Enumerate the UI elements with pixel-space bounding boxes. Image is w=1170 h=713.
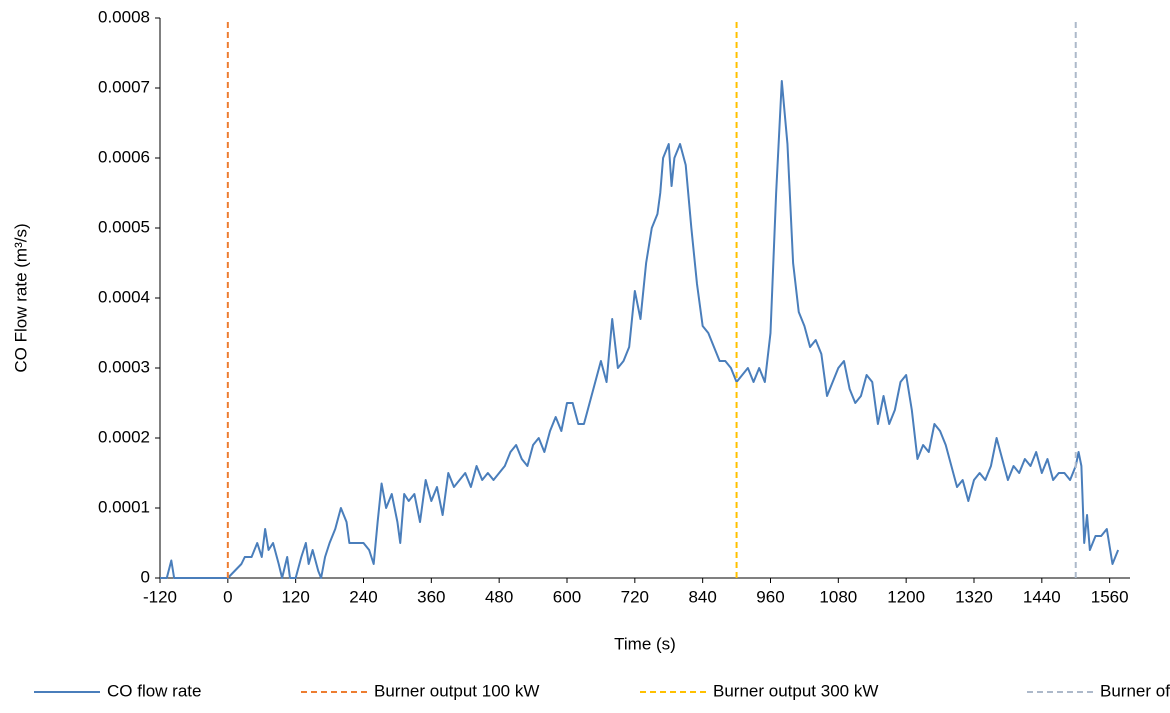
x-tick-label: 360 <box>417 587 445 606</box>
x-tick-label: 1440 <box>1023 587 1061 606</box>
y-tick-label: 0.0006 <box>98 147 150 166</box>
legend-label: CO flow rate <box>107 681 201 700</box>
legend-label: Burner output 100 kW <box>374 681 539 700</box>
y-axis-title: CO Flow rate (m³/s) <box>11 223 30 372</box>
x-tick-label: 1200 <box>887 587 925 606</box>
legend-label: Burner off <box>1100 681 1170 700</box>
y-tick-label: 0.0008 <box>98 7 150 26</box>
x-axis-title: Time (s) <box>614 634 676 653</box>
x-tick-label: 1080 <box>819 587 857 606</box>
y-tick-label: 0.0002 <box>98 427 150 446</box>
x-tick-label: 960 <box>756 587 784 606</box>
y-tick-label: 0 <box>141 567 150 586</box>
y-tick-label: 0.0004 <box>98 287 150 306</box>
x-tick-label: -120 <box>143 587 177 606</box>
x-tick-label: 1320 <box>955 587 993 606</box>
y-tick-label: 0.0007 <box>98 77 150 96</box>
x-tick-label: 480 <box>485 587 513 606</box>
x-tick-label: 720 <box>621 587 649 606</box>
y-tick-label: 0.0005 <box>98 217 150 236</box>
y-tick-label: 0.0001 <box>98 497 150 516</box>
legend-label: Burner output 300 kW <box>713 681 878 700</box>
x-tick-label: 600 <box>553 587 581 606</box>
x-tick-label: 0 <box>223 587 232 606</box>
x-tick-label: 840 <box>688 587 716 606</box>
x-tick-label: 120 <box>281 587 309 606</box>
y-tick-label: 0.0003 <box>98 357 150 376</box>
x-tick-label: 240 <box>349 587 377 606</box>
x-tick-label: 1560 <box>1091 587 1129 606</box>
series-line <box>160 80 1120 579</box>
